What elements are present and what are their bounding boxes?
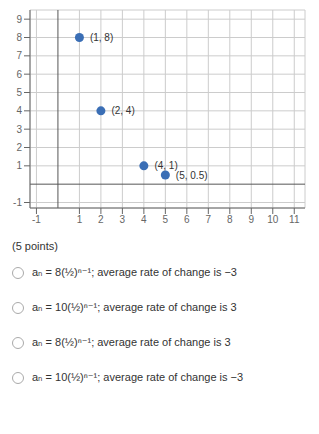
svg-text:4: 4 — [16, 105, 22, 116]
svg-text:8: 8 — [16, 32, 22, 43]
svg-text:6: 6 — [16, 69, 22, 80]
html-text:aₙ = 8(½)ⁿ⁻¹; average rate of: aₙ = 8(½)ⁿ⁻¹; average rate of change is … — [32, 266, 237, 278]
svg-text:6: 6 — [184, 214, 190, 225]
svg-text:10: 10 — [267, 214, 279, 225]
svg-text:5: 5 — [16, 87, 22, 98]
svg-text:2: 2 — [98, 214, 104, 225]
svg-text:(4, 1): (4, 1) — [154, 160, 177, 171]
svg-text:7: 7 — [206, 214, 212, 225]
svg-text:1: 1 — [16, 160, 22, 171]
svg-text:4: 4 — [141, 214, 147, 225]
html-text:aₙ = 10(½)ⁿ⁻¹; average rate of: aₙ = 10(½)ⁿ⁻¹; average rate of change is… — [32, 301, 237, 313]
svg-text:3: 3 — [16, 124, 22, 135]
html-text:aₙ = 10(½)ⁿ⁻¹; average rate of: aₙ = 10(½)ⁿ⁻¹; average rate of change is… — [32, 371, 244, 383]
svg-text:7: 7 — [16, 50, 22, 61]
svg-text:(1, 8): (1, 8) — [90, 32, 113, 43]
svg-text:5: 5 — [163, 214, 169, 225]
svg-text:9: 9 — [16, 14, 22, 25]
svg-text:2: 2 — [16, 142, 22, 153]
html-text:aₙ = 8(½)ⁿ⁻¹; average rate of: aₙ = 8(½)ⁿ⁻¹; average rate of change is … — [32, 336, 231, 348]
svg-text:-1: -1 — [32, 214, 41, 225]
html-text:(5 points): (5 points) — [12, 240, 58, 252]
svg-text:9: 9 — [249, 214, 255, 225]
svg-text:(2, 4): (2, 4) — [111, 105, 134, 116]
svg-text:8: 8 — [227, 214, 233, 225]
svg-text:(5, 0.5): (5, 0.5) — [176, 170, 208, 181]
svg-text:11: 11 — [289, 214, 300, 225]
svg-text:3: 3 — [120, 214, 126, 225]
svg-text:-1: -1 — [13, 197, 22, 208]
svg-text:1: 1 — [77, 214, 83, 225]
